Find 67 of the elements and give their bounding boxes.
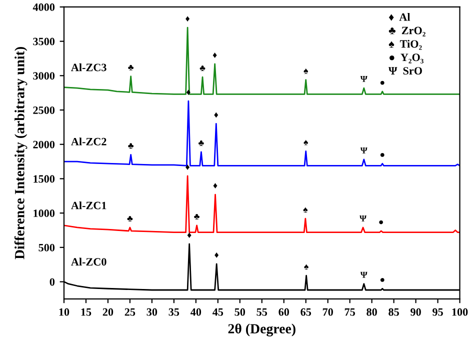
x-tick-label: 15 (81, 308, 92, 316)
annotation: ♣ (128, 64, 134, 70)
x-tick-label: 65 (300, 308, 312, 316)
annotation: ● (380, 153, 384, 157)
line-series (64, 26, 460, 95)
x-tick-label: 10 (59, 308, 70, 316)
x-tick-label: 50 (234, 308, 246, 316)
annotation: ♦ (213, 183, 218, 189)
annotation: Ψ (360, 215, 367, 222)
annotation: ♣ (200, 66, 206, 71)
annotation: ● (380, 80, 384, 85)
x-tick-label: 80 (366, 308, 377, 316)
annotation: ♦ (212, 52, 217, 58)
x-tick-label: 100 (452, 308, 468, 316)
y-tick-label: 3000 (33, 72, 55, 80)
annotation: ♠ TiO₂ (388, 40, 422, 50)
line-series (64, 175, 460, 233)
series-label: Al-ZC0 (71, 258, 106, 266)
annotation: Ψ (360, 147, 368, 154)
series-label: Al-ZC2 (71, 138, 106, 146)
x-tick-label: 90 (410, 308, 421, 316)
annotation: ♠ (304, 264, 308, 270)
x-tick-label: 30 (146, 308, 158, 316)
annotation: Ψ SrO (388, 67, 422, 75)
annotation: ♣ (128, 143, 134, 149)
annotation: Ψ (360, 272, 368, 278)
y-tick-label: 1500 (34, 175, 55, 183)
y-axis-title: Difference Intensity (arbitrary unit) (14, 47, 28, 260)
x-tick-label: 35 (168, 308, 180, 316)
line-series (64, 100, 460, 166)
x-tick-label: 40 (190, 308, 202, 316)
annotation: ♠ (304, 140, 308, 146)
annotation: ● (379, 220, 384, 224)
annotation: ● (380, 278, 384, 282)
y-tick-label: 2500 (33, 106, 55, 114)
annotation: ♦ (187, 232, 192, 238)
x-tick-label: 20 (102, 308, 114, 316)
series-label: Al-ZC3 (71, 63, 106, 72)
annotation: Ψ (360, 76, 368, 82)
y-tick-label: 500 (38, 244, 55, 252)
x-tick-label: 45 (212, 308, 224, 316)
annotation: ♣ (198, 140, 204, 146)
annotation: ♦ (214, 252, 219, 258)
x-tick-label: 95 (432, 308, 443, 316)
annotation: ♦ Al (388, 13, 410, 21)
annotation: ♠ (303, 207, 308, 212)
x-tick-label: 75 (344, 308, 355, 316)
x-axis-title: 2θ (Degree) (228, 324, 296, 336)
annotation: ♦ (186, 16, 190, 22)
y-tick-label: 2000 (33, 140, 55, 148)
annotation: ♦ (186, 164, 190, 170)
x-tick-label: 25 (124, 308, 136, 316)
x-tick-label: 55 (256, 308, 268, 316)
series-label: Al-ZC1 (71, 201, 106, 210)
x-tick-label: 60 (278, 308, 290, 316)
x-tick-label: 70 (322, 308, 333, 316)
y-tick-label: 4000 (32, 3, 55, 11)
annotation: ● Y₂O₃ (390, 54, 424, 64)
y-tick-label: 3500 (33, 38, 55, 46)
annotation: ♣ ZrO₂ (388, 26, 426, 36)
y-tick-label: 1000 (34, 210, 55, 218)
annotation: ♣ (194, 214, 200, 220)
annotation: ♣ (127, 216, 133, 222)
annotation: ♠ (304, 68, 308, 74)
x-tick-label: 85 (388, 308, 399, 316)
annotation: ♦ (214, 112, 218, 118)
y-tick-label: 0 (50, 278, 55, 286)
